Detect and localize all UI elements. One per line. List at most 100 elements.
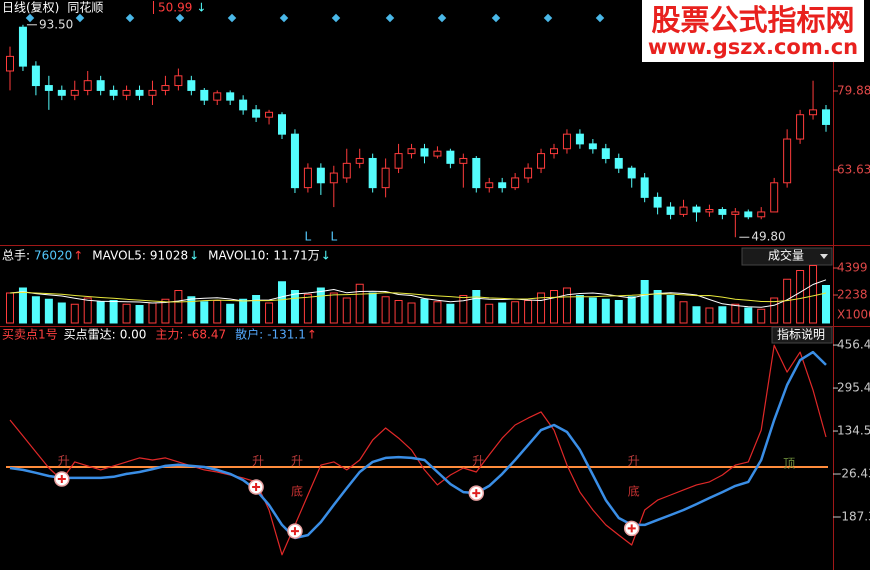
- button-label: 成交量: [768, 248, 804, 263]
- price-arrow: ↓: [196, 1, 206, 15]
- candle-body: [433, 150, 442, 157]
- y-tick-label: 4399: [837, 261, 868, 275]
- volume-bar: [459, 295, 468, 324]
- buy-point-cross: [627, 524, 636, 533]
- candle-body: [44, 85, 53, 91]
- header-value: 91028: [150, 249, 188, 263]
- volume-bar: [31, 296, 40, 324]
- source-label: 同花顺: [67, 0, 103, 15]
- volume-bar: [640, 280, 649, 324]
- volume-bar: [44, 298, 53, 324]
- candle-body: [511, 177, 520, 189]
- volume-bar: [342, 297, 351, 324]
- volume-bar: [303, 293, 312, 324]
- volume-bar: [18, 287, 27, 324]
- candle-body: [446, 150, 455, 164]
- header-label: MAVOL5:: [92, 249, 146, 263]
- candle-body: [485, 182, 494, 189]
- signal-diamond: [491, 13, 501, 23]
- candle-body: [355, 157, 364, 164]
- volume-bar: [187, 296, 196, 324]
- watermark-title: 股票公式指标网: [651, 3, 854, 37]
- candle-body: [718, 209, 727, 215]
- candle-body: [187, 80, 196, 91]
- buy-point-cross: [472, 489, 481, 498]
- candle-body: [796, 114, 805, 140]
- header-arrow: ↑: [307, 328, 317, 342]
- candle-body: [213, 92, 222, 101]
- volume-bar: [213, 300, 222, 324]
- ma-line: [9, 291, 827, 303]
- y-tick-label: 79.88: [837, 84, 870, 98]
- volume-bar: [796, 270, 805, 324]
- candle-body: [6, 55, 14, 72]
- volume-bar: [601, 298, 610, 324]
- candle-body: [407, 148, 416, 155]
- signal-marker: 顶: [783, 457, 795, 471]
- volume-bar: [161, 298, 170, 324]
- signal-diamond: [437, 13, 447, 23]
- signal-diamond: [279, 13, 289, 23]
- volume-bar: [96, 301, 105, 324]
- candle-body: [278, 114, 286, 135]
- annotation-label: 49.80: [751, 230, 785, 244]
- volume-bar: [239, 298, 248, 324]
- volume-bar: [316, 287, 325, 324]
- volume-bar: [252, 295, 261, 324]
- volume-bar: [381, 296, 390, 324]
- volume-bar: [278, 281, 286, 324]
- header-value: -131.1: [267, 328, 306, 342]
- candle-body: [770, 182, 779, 213]
- volume-bar: [718, 306, 727, 324]
- volume-bar: [666, 295, 675, 324]
- candle-body: [472, 157, 481, 189]
- candle-body: [57, 89, 66, 96]
- candle-body: [666, 206, 675, 215]
- volume-bar: [420, 298, 429, 324]
- volume-bar: [368, 292, 377, 324]
- volume-bar: [226, 303, 235, 324]
- candle-body: [161, 85, 170, 91]
- volume-bar: [355, 283, 364, 324]
- candle-body: [588, 143, 597, 150]
- buy-point-cross: [290, 527, 299, 536]
- candle-body: [744, 211, 753, 218]
- volume-bar: [627, 296, 636, 324]
- unit-label: X1000: [837, 308, 870, 322]
- candle-body: [550, 148, 558, 155]
- candle-body: [614, 157, 623, 169]
- volume-bar: [290, 290, 299, 324]
- candle-body: [459, 157, 468, 164]
- buy-point-cross: [57, 474, 66, 483]
- candle-body: [265, 111, 274, 118]
- header-arrow: ↓: [189, 249, 199, 263]
- indicator-title: 买卖点1号: [2, 328, 58, 342]
- volume-bar: [394, 300, 403, 324]
- volume-bar: [562, 287, 571, 324]
- candle-body: [627, 167, 636, 179]
- y-tick-label: 456.4: [837, 338, 870, 352]
- volume-bar: [537, 292, 546, 324]
- candle-body: [537, 153, 546, 169]
- volume-bar: [731, 303, 740, 324]
- indicator-help-button[interactable]: [771, 326, 833, 344]
- candle-body: [692, 206, 701, 213]
- volume-bar: [653, 290, 662, 324]
- indicator-button[interactable]: [741, 247, 833, 266]
- signal-diamond: [385, 13, 395, 23]
- signal-marker: 升: [291, 454, 303, 468]
- signal-marker: 升: [58, 454, 70, 468]
- candle-body: [18, 26, 27, 67]
- candle-body: [252, 109, 261, 118]
- volume-bar: [575, 295, 584, 324]
- candle-body: [420, 148, 429, 157]
- header-label: 散户:: [235, 327, 263, 342]
- buy-point-cross: [252, 482, 261, 491]
- candle-body: [640, 177, 649, 198]
- candle-body: [303, 167, 312, 189]
- header-arrow: ↓: [321, 249, 331, 263]
- candle-body: [148, 89, 157, 96]
